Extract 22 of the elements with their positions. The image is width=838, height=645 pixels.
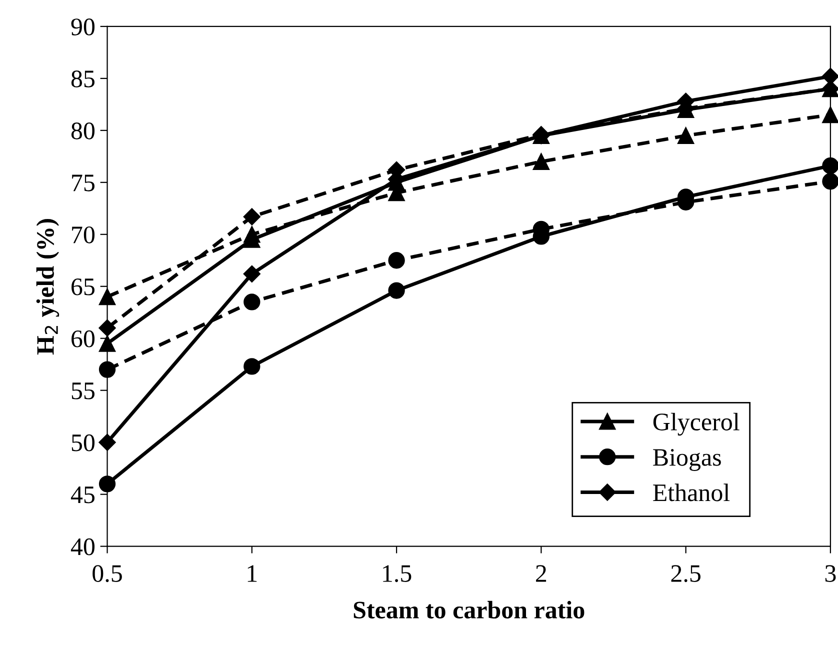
y-tick-label: 70: [72, 226, 95, 244]
y-tick-label: 40: [70, 538, 95, 556]
x-tick-label: 1: [248, 565, 257, 582]
y-tick-label: 65: [72, 278, 94, 296]
legend-label: Glycerol: [653, 412, 740, 436]
x-tick-label: 1.5: [383, 565, 412, 582]
x-axis-title: Steam to carbon ratio: [354, 600, 584, 619]
y-tick-label: 50: [72, 434, 95, 452]
y-tick-label: 60: [72, 330, 95, 348]
y-tick-label: 90: [71, 18, 95, 36]
legend-label: Biogas: [653, 449, 721, 471]
y-tick-label: 45: [70, 486, 94, 504]
x-tick-label: 2.5: [671, 565, 700, 582]
x-tick-label: 3: [825, 565, 836, 582]
y-axis-title: H$_{2}$ yield (%): [36, 219, 60, 355]
y-tick-label: 75: [72, 174, 94, 192]
y-tick-label: 80: [71, 122, 95, 140]
legend-label: Ethanol: [653, 484, 730, 502]
y-tick-label: 55: [72, 382, 94, 400]
y-tick-label: 85: [71, 70, 94, 88]
x-tick-label: 0.5: [92, 565, 122, 582]
x-tick-label: 2: [536, 565, 546, 582]
